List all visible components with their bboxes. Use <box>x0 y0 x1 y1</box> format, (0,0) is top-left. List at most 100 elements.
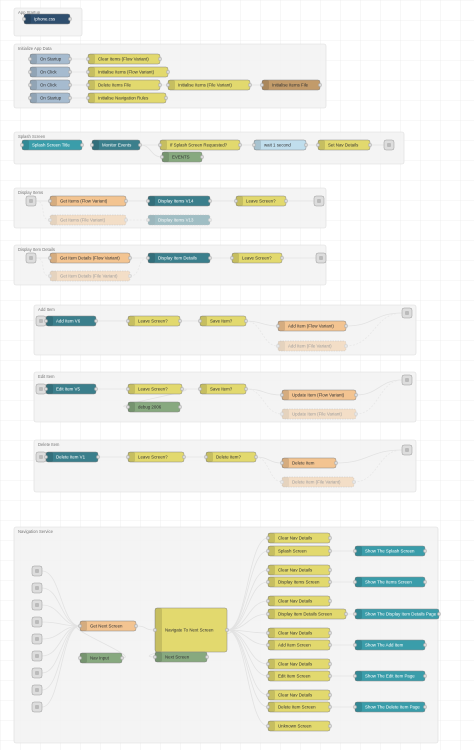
flow-node[interactable]: On Startup <box>28 92 72 104</box>
flow-node[interactable]: Get Items (File Variant) <box>48 214 128 226</box>
node-port <box>280 461 284 465</box>
flow-node[interactable]: Splash Screen Title <box>20 139 84 151</box>
flow-node[interactable]: Delete Item V1 <box>44 451 100 463</box>
flow-node[interactable]: Display Items V14 <box>146 195 212 207</box>
flow-node[interactable]: Delete Item Screen <box>266 701 332 713</box>
flow-node[interactable]: Initialise Items (File Variant) <box>166 79 252 91</box>
flow-node[interactable]: Show The Splash Screen <box>353 545 427 557</box>
flow-node[interactable]: Clear Nav Details <box>266 564 332 576</box>
node-icon <box>148 215 155 225</box>
flow-node[interactable]: Show The Add Item <box>353 639 427 651</box>
flow-node[interactable]: EVENTS <box>160 151 204 163</box>
node-port <box>35 603 39 607</box>
flow-node[interactable]: Get Items (Flow Variant) <box>48 195 128 207</box>
flow-node[interactable]: Delete Item <box>280 457 338 469</box>
flow-node[interactable]: Leave Screen? <box>234 195 288 207</box>
flow-node[interactable]: Display Item Details <box>146 252 212 264</box>
flow-node[interactable]: Clear Nav Details <box>266 595 332 607</box>
flow-node[interactable]: Get Next Screen <box>78 620 138 632</box>
node-port <box>48 199 52 203</box>
flow-node[interactable]: Leave Screen? <box>126 315 182 327</box>
flow-node[interactable]: Edit Item Screen <box>266 670 332 682</box>
flow-node[interactable]: Show The Items Screen <box>353 576 427 588</box>
node-icon <box>200 316 207 326</box>
node-label: Get Next Screen <box>90 623 123 628</box>
flow-node[interactable]: Initialise Navigation Rules <box>86 92 168 104</box>
flow-node[interactable]: Unknown Screen <box>266 720 332 732</box>
flow-node[interactable]: Delete Item (File Variant) <box>280 476 356 488</box>
node-port <box>68 96 72 100</box>
flow-node[interactable]: Delete Items File <box>86 79 162 91</box>
flow-node[interactable]: Clear Nav Details <box>266 689 332 701</box>
flow-node[interactable]: If Splash Screen Requested? <box>158 139 242 151</box>
node-label: Delete Item (File Variant) <box>292 479 341 484</box>
flow-node[interactable]: Save Item? <box>198 315 248 327</box>
flow-node[interactable]: On Click <box>28 66 72 78</box>
node-port <box>353 612 357 616</box>
flow-node[interactable]: Initialise Items (Flow Variant) <box>86 66 170 78</box>
node-port <box>22 17 26 21</box>
node-icon <box>278 321 285 331</box>
node-icon <box>355 671 362 681</box>
node-port <box>44 387 48 391</box>
flow-node[interactable]: Add Item (Flow Variant) <box>276 320 348 332</box>
flow-node[interactable]: Navigate To Next Screen <box>153 607 229 653</box>
node-port <box>234 199 238 203</box>
flow-node[interactable]: Next Screen <box>153 651 209 663</box>
flow-node[interactable]: Leave Screen? <box>126 451 186 463</box>
flow-node[interactable]: Display Items Screen <box>266 576 332 588</box>
node-port <box>328 631 332 635</box>
node-port <box>423 549 427 553</box>
flow-node[interactable]: Get Item Details (Flow Variant) <box>48 252 132 264</box>
flow-node[interactable]: Edit Item V5 <box>44 383 98 395</box>
node-icon <box>30 54 37 64</box>
flow-node[interactable]: Leave Screen? <box>126 383 184 395</box>
flow-node[interactable]: Update Item (File Variant) <box>280 408 358 420</box>
flow-node[interactable]: Splash Screen <box>266 545 332 557</box>
flow-node[interactable]: Clear Nav Details <box>266 658 332 670</box>
node-port <box>266 536 270 540</box>
flow-node[interactable]: Add Item Screen <box>266 639 332 651</box>
node-label: Add Item Screen <box>278 642 311 647</box>
flow-node[interactable]: Nav Input <box>78 652 124 664</box>
node-label: Get Item Details (File Variant) <box>60 273 118 278</box>
flow-node[interactable]: Clear Nav Details <box>266 627 332 639</box>
flow-node[interactable]: Add Item V6 <box>44 315 98 327</box>
node-port <box>90 143 94 147</box>
node-port <box>266 705 270 709</box>
flow-node[interactable]: Show The Display Item Details Page <box>353 608 441 620</box>
flow-node[interactable]: Monitor Events <box>90 139 142 151</box>
node-icon <box>22 140 29 150</box>
node-port <box>68 83 72 87</box>
flow-node[interactable]: Clear Items (Flow Variant) <box>86 53 162 65</box>
flow-node[interactable]: Display Items V13 <box>146 214 212 226</box>
flow-node[interactable]: Show The Delete Item Page <box>353 701 427 713</box>
node-body <box>49 214 127 226</box>
flow-node[interactable]: Get Item Details (File Variant) <box>48 270 132 282</box>
flow-node[interactable]: On Click <box>28 79 72 91</box>
flow-node[interactable]: Show The Edit Item Page <box>353 670 427 682</box>
flow-node[interactable]: Display Item Details Screen <box>266 608 348 620</box>
flow-node[interactable]: Leave Screen? <box>230 252 284 264</box>
flow-node[interactable]: wait 1 second <box>252 139 308 151</box>
flow-node[interactable]: Clear Nav Details <box>266 532 332 544</box>
flow-node[interactable]: Initialise Items File <box>260 79 322 91</box>
flow-node[interactable]: Delete Item? <box>204 451 258 463</box>
node-label: Add Item V6 <box>56 318 81 323</box>
node-port <box>126 387 130 391</box>
flow-node[interactable]: Iphone.css <box>22 13 72 25</box>
flow-node[interactable]: Add Item (File Variant) <box>276 340 348 352</box>
group-label: Navigation Service <box>18 529 54 534</box>
node-label: Show The Add Item <box>365 642 404 647</box>
node-icon <box>46 384 53 394</box>
flow-node[interactable]: Set Nav Details <box>316 139 372 151</box>
flow-node[interactable]: On Startup <box>28 53 72 65</box>
node-icon <box>254 140 261 150</box>
flow-node[interactable]: Save Item? <box>198 383 248 395</box>
node-label: Add Item (Flow Variant) <box>288 323 334 328</box>
node-label: Unknown Screen <box>278 723 312 728</box>
node-label: On Click <box>40 69 57 74</box>
flow-node[interactable]: debug 2006 <box>126 401 182 413</box>
node-icon <box>155 652 162 662</box>
flow-node[interactable]: Update Item (Flow Variant) <box>280 389 358 401</box>
